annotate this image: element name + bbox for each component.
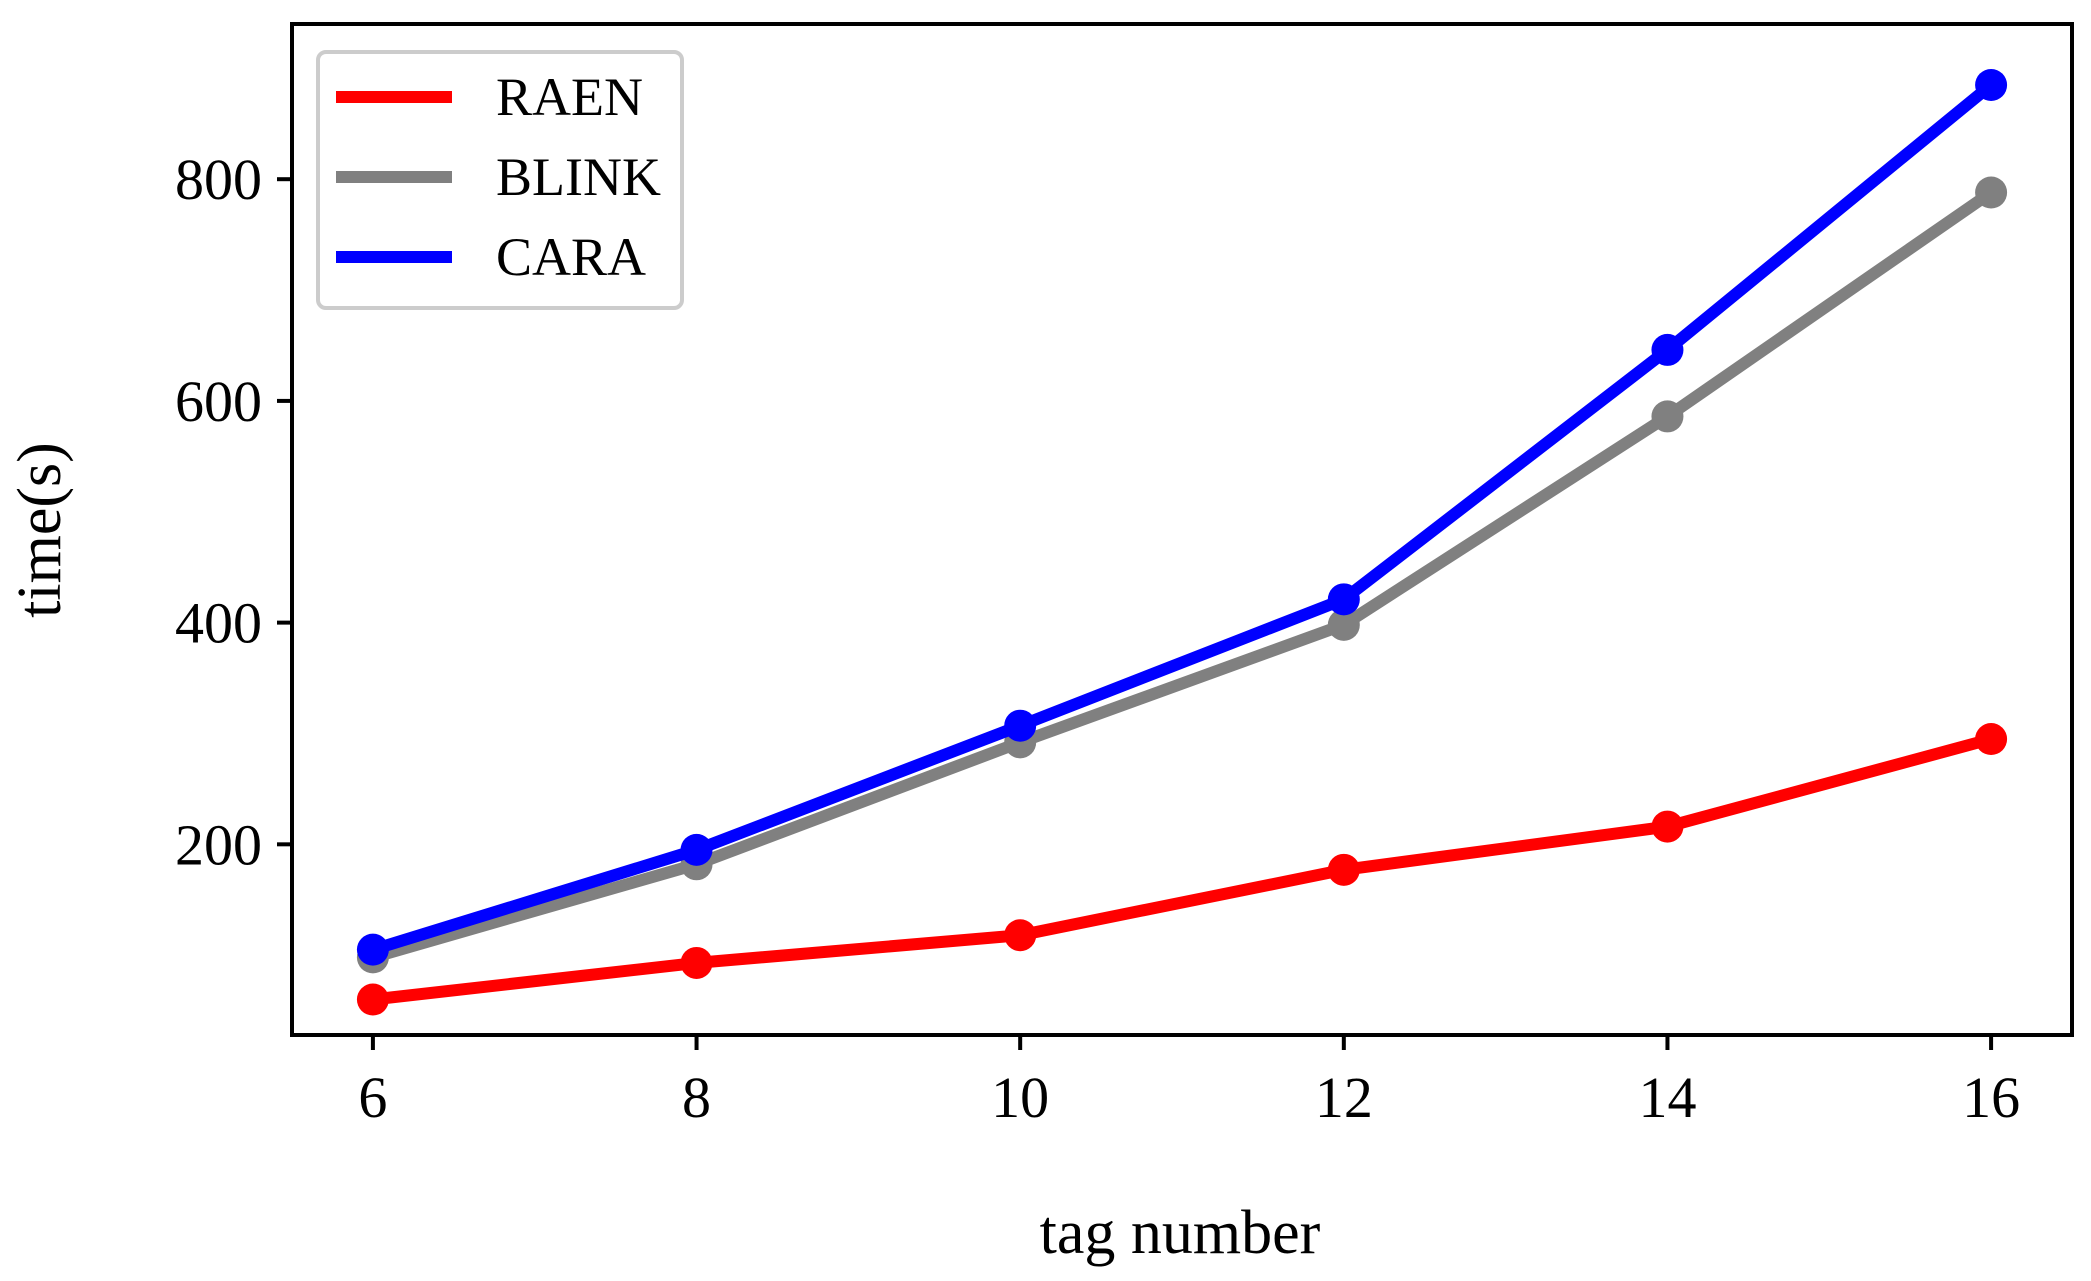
y-tick-label: 600	[175, 369, 262, 434]
y-tick-label: 800	[175, 147, 262, 212]
data-point-raen	[1004, 919, 1037, 952]
series-line-cara	[366, 79, 1998, 956]
data-point-blink	[1651, 400, 1684, 433]
data-point-cara	[1975, 68, 2008, 101]
x-tick-label: 10	[991, 1065, 1049, 1130]
legend-item-cara: CARA	[336, 227, 646, 287]
y-axis-label: time(s)	[6, 442, 74, 618]
legend-item-raen: RAEN	[336, 67, 643, 127]
data-point-cara	[1327, 583, 1360, 616]
series-line-blink	[366, 186, 1998, 964]
legend-item-blink: BLINK	[336, 147, 661, 207]
x-tick-label: 12	[1315, 1065, 1373, 1130]
x-axis-label: tag number	[1040, 1199, 1321, 1267]
series-cara	[356, 68, 2008, 966]
data-point-blink	[1327, 608, 1360, 641]
legend: RAEN BLINK CARA	[316, 50, 684, 310]
data-point-raen	[1651, 810, 1684, 843]
data-point-cara	[680, 833, 713, 866]
x-tick-label: 8	[682, 1065, 711, 1130]
y-axis: 200 400 600 800	[175, 147, 292, 877]
series-line-raen	[366, 733, 1998, 1006]
data-point-raen	[680, 946, 713, 979]
data-point-cara	[356, 933, 389, 966]
data-point-cara	[1004, 709, 1037, 742]
series-layer	[356, 68, 2008, 1016]
x-axis: 6 8 10 12 14 16	[358, 1035, 2020, 1130]
data-point-raen	[1975, 723, 2008, 756]
series-raen	[356, 723, 2008, 1016]
plot-frame	[290, 22, 2074, 1037]
legend-label-raen: RAEN	[496, 67, 643, 127]
y-tick-label: 400	[175, 591, 262, 656]
data-point-raen	[356, 983, 389, 1016]
x-tick-label: 16	[1962, 1065, 2020, 1130]
x-tick-label: 14	[1638, 1065, 1696, 1130]
data-point-cara	[1651, 333, 1684, 366]
legend-label-cara: CARA	[496, 227, 646, 287]
y-tick-label: 200	[175, 812, 262, 877]
data-point-blink	[1975, 176, 2008, 209]
data-point-raen	[1327, 853, 1360, 886]
legend-frame	[316, 50, 684, 310]
legend-label-blink: BLINK	[496, 147, 661, 207]
x-tick-label: 6	[358, 1065, 387, 1130]
